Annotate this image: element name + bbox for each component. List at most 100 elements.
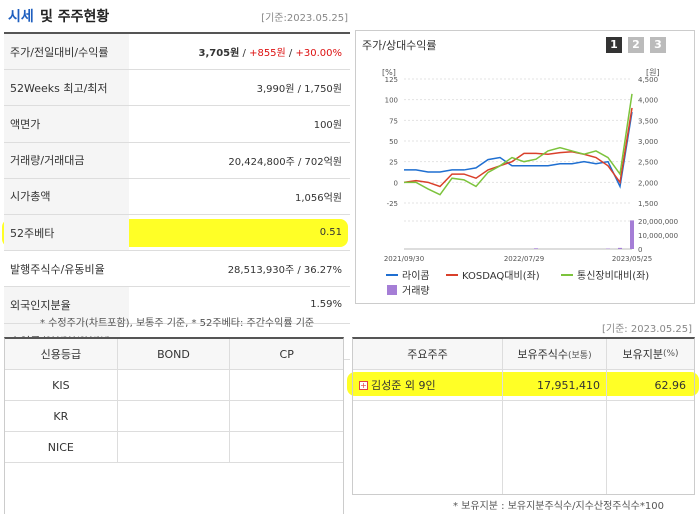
summary-row-shares: 발행주식수/유동비율 28,513,930주 / 36.27%	[4, 251, 350, 288]
row-value: 1,056억원	[294, 192, 342, 204]
right-tick-label: 2,000	[638, 179, 658, 187]
legend-label: 통신장비대비(좌)	[577, 270, 649, 282]
holders-table: 주요주주 보유주식수 (보통) 보유지분 (%) + 김성준 외 9인 17,951…	[352, 337, 695, 495]
table-row: + 김성준 외 9인 17,951,410 62.96	[353, 370, 694, 401]
row-value: 1.59%	[310, 299, 342, 311]
holders-header-name: 주요주주	[353, 339, 503, 369]
holder-ratio: 62.96	[654, 378, 687, 392]
chart-title: 주가/상대수익률	[362, 39, 437, 52]
row-value: 3,705원 / +855원 / +30.00%	[198, 48, 343, 60]
series-line-3	[404, 93, 633, 196]
empty-cell	[353, 401, 503, 494]
holder-shares: 17,951,410	[503, 370, 607, 400]
left-tick-label: 0	[394, 179, 398, 187]
summary-row-price: 주가/전일대비/수익률 3,705원 / +855원 / +30.00%	[4, 34, 350, 71]
right-tick-label: 4,000	[638, 97, 658, 105]
series-line-1	[404, 111, 633, 189]
left-tick-label: 50	[389, 138, 398, 146]
credit-bond	[118, 401, 231, 431]
summary-row-marketcap: 시가총액 1,056억원	[4, 178, 350, 215]
holders-base-date: [기준: 2023.05.25]	[602, 324, 693, 335]
credit-header-cell: CP	[279, 347, 294, 361]
credit-agency: NICE	[5, 432, 118, 462]
volume-bar	[534, 248, 538, 249]
credit-cp	[230, 370, 343, 400]
section-header: 시세 및 주주현황 [기준:2023.05.25]	[0, 0, 700, 30]
row-label: 52Weeks 최고/최저	[4, 70, 129, 106]
summary-table: 주가/전일대비/수익률 3,705원 / +855원 / +30.00% 52W…	[4, 32, 350, 360]
highlight-mark	[347, 372, 699, 396]
series-line-2	[403, 107, 633, 188]
right-tick-label: 3,500	[638, 117, 658, 125]
chart-period-button-1[interactable]: 1	[606, 37, 622, 53]
credit-table: 신용등급 BOND CP KIS KR NICE	[4, 337, 344, 514]
row-label: 액면가	[4, 106, 129, 142]
x-tick-label: 2022/07/29	[504, 255, 544, 263]
right-tick-label: 2,500	[638, 159, 658, 167]
right-axis-unit: [원]	[646, 68, 660, 77]
table-row-empty	[5, 463, 343, 514]
expand-plus-icon[interactable]: +	[359, 380, 368, 390]
pct-value: +30.00%	[295, 48, 342, 60]
holders-header-row: 주요주주 보유주식수 (보통) 보유지분 (%)	[353, 339, 694, 370]
row-value: 3,990원 / 1,750원	[256, 84, 342, 96]
price-value: 3,705원	[198, 48, 240, 60]
holder-name: 김성준 외 9인	[371, 379, 436, 392]
holders-header-ratio-label: 보유지분	[622, 348, 663, 361]
left-tick-label: 125	[385, 76, 398, 84]
row-value: 0.51	[319, 227, 342, 239]
volume-bar	[618, 247, 622, 249]
row-label: 외국인지분율	[4, 287, 129, 323]
chart-period-button-2[interactable]: 2	[628, 37, 644, 53]
holder-name-cell[interactable]: + 김성준 외 9인	[353, 370, 503, 400]
row-label: 발행주식수/유동비율	[10, 262, 105, 276]
right-tick-label: 4,500	[638, 76, 658, 84]
credit-header-cell: 신용등급	[5, 339, 118, 369]
summary-row-beta: 52주베타 0.51	[4, 214, 350, 252]
legend-label: 라이콤	[402, 270, 430, 282]
summary-row-volume: 거래량/거래대금 20,424,800주 / 702억원	[4, 142, 350, 179]
left-tick-label: 100	[385, 97, 398, 105]
right-tick-label: 3,000	[638, 138, 658, 146]
chart-canvas: [%] [원] 125 100 75 50 25 0 -25 4,500 4,000 3,500 3,0…	[382, 68, 678, 297]
legend-label: KOSDAQ대비(좌)	[462, 270, 540, 282]
empty-cell	[607, 401, 694, 494]
credit-cp	[230, 401, 343, 431]
table-row: NICE	[5, 432, 343, 463]
left-tick-label: 75	[389, 117, 398, 125]
legend-swatch	[387, 285, 397, 295]
credit-agency: KIS	[5, 370, 118, 400]
volume-tick-label: 10,000,000	[638, 232, 678, 240]
empty-cell	[503, 401, 607, 494]
section-title-main: 시세	[8, 9, 34, 25]
left-tick-label: -25	[387, 200, 398, 208]
summary-note: * 수정주가(차트포함), 보통주 기준, * 52주베타: 주간수익률 기준	[40, 318, 315, 329]
row-label: 시가총액	[4, 178, 129, 214]
row-value: 28,513,930주 / 36.27%	[227, 265, 342, 277]
volume-tick-label: 20,000,000	[638, 218, 678, 226]
base-date: [기준:2023.05.25]	[261, 13, 348, 24]
table-row: KR	[5, 401, 343, 432]
row-value: 20,424,800주 / 702억원	[228, 156, 342, 168]
left-tick-label: 25	[389, 159, 398, 167]
chart-period-button-3[interactable]: 3	[650, 37, 666, 53]
row-label: 52주베타	[4, 214, 129, 251]
holders-note: * 보유지분 : 보유지분주식수/지수산정주식수*100	[453, 501, 664, 512]
x-tick-label: 2021/09/30	[384, 255, 424, 263]
change-value: +855원	[249, 48, 286, 60]
table-row: KIS	[5, 370, 343, 401]
volume-bar	[630, 220, 634, 249]
credit-agency: KR	[5, 401, 118, 431]
credit-bond	[118, 432, 231, 462]
holders-header-ratio-unit: (%)	[662, 349, 679, 359]
summary-row-52w: 52Weeks 최고/최저 3,990원 / 1,750원	[4, 70, 350, 107]
summary-row-par: 액면가 100원	[4, 106, 350, 143]
volume-tick-label: 0	[638, 246, 642, 254]
holders-header-shares-unit: (보통)	[568, 350, 592, 361]
left-axis-unit: [%]	[382, 68, 396, 77]
credit-cp	[230, 432, 343, 462]
right-tick-label: 1,500	[638, 200, 658, 208]
x-tick-label: 2023/05/25	[612, 255, 652, 263]
row-label: 거래량/거래대금	[4, 142, 129, 178]
row-value: 100원	[313, 120, 342, 132]
